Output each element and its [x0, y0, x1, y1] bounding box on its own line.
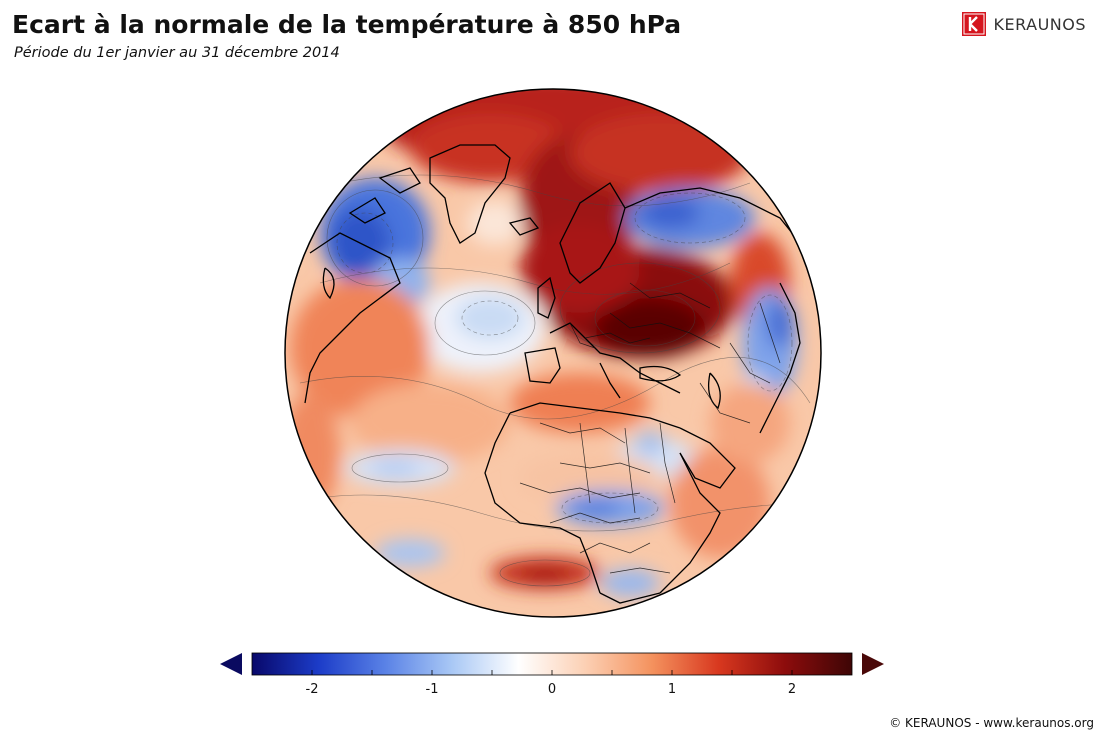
borders	[519, 282, 781, 574]
anomaly-field	[285, 89, 821, 617]
keraunos-logo: KERAUNOS	[961, 12, 1086, 36]
colorbar-tick-label: 2	[788, 682, 796, 697]
colorbar-legend: -2 -1 0 1 2	[218, 648, 886, 702]
copyright-footer: © KERAUNOS - www.keraunos.org	[889, 716, 1094, 730]
colorbar-low-arrow	[220, 653, 242, 675]
colorbar-high-arrow	[862, 653, 884, 675]
colorbar-tick-label: -2	[306, 682, 319, 697]
coastlines	[304, 144, 801, 604]
keraunos-logo-text: KERAUNOS	[993, 14, 1086, 34]
page-title: Ecart à la normale de la température à 8…	[12, 10, 682, 39]
globe-svg	[284, 88, 822, 618]
colorbar-tick-label: 1	[668, 682, 676, 697]
globe-map	[280, 83, 826, 623]
colorbar-svg: -2 -1 0 1 2	[220, 652, 884, 697]
page-subtitle: Période du 1er janvier au 31 décembre 20…	[14, 45, 340, 61]
globe-outline	[284, 88, 822, 618]
colorbar-tick-label: -1	[426, 682, 439, 697]
colorbar-tick-label: 0	[548, 682, 556, 697]
keraunos-logo-icon	[961, 12, 986, 36]
